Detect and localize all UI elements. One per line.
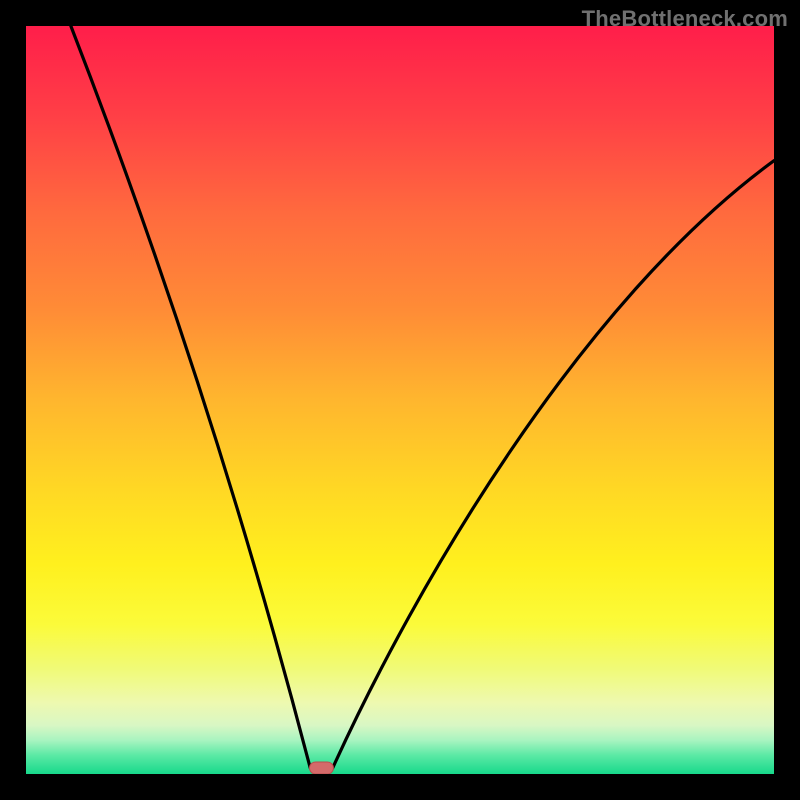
chart-frame: TheBottleneck.com [0, 0, 800, 800]
plot-background [26, 26, 774, 774]
bottleneck-chart [0, 0, 800, 800]
watermark-text: TheBottleneck.com [582, 6, 788, 32]
bottleneck-marker [309, 762, 333, 774]
